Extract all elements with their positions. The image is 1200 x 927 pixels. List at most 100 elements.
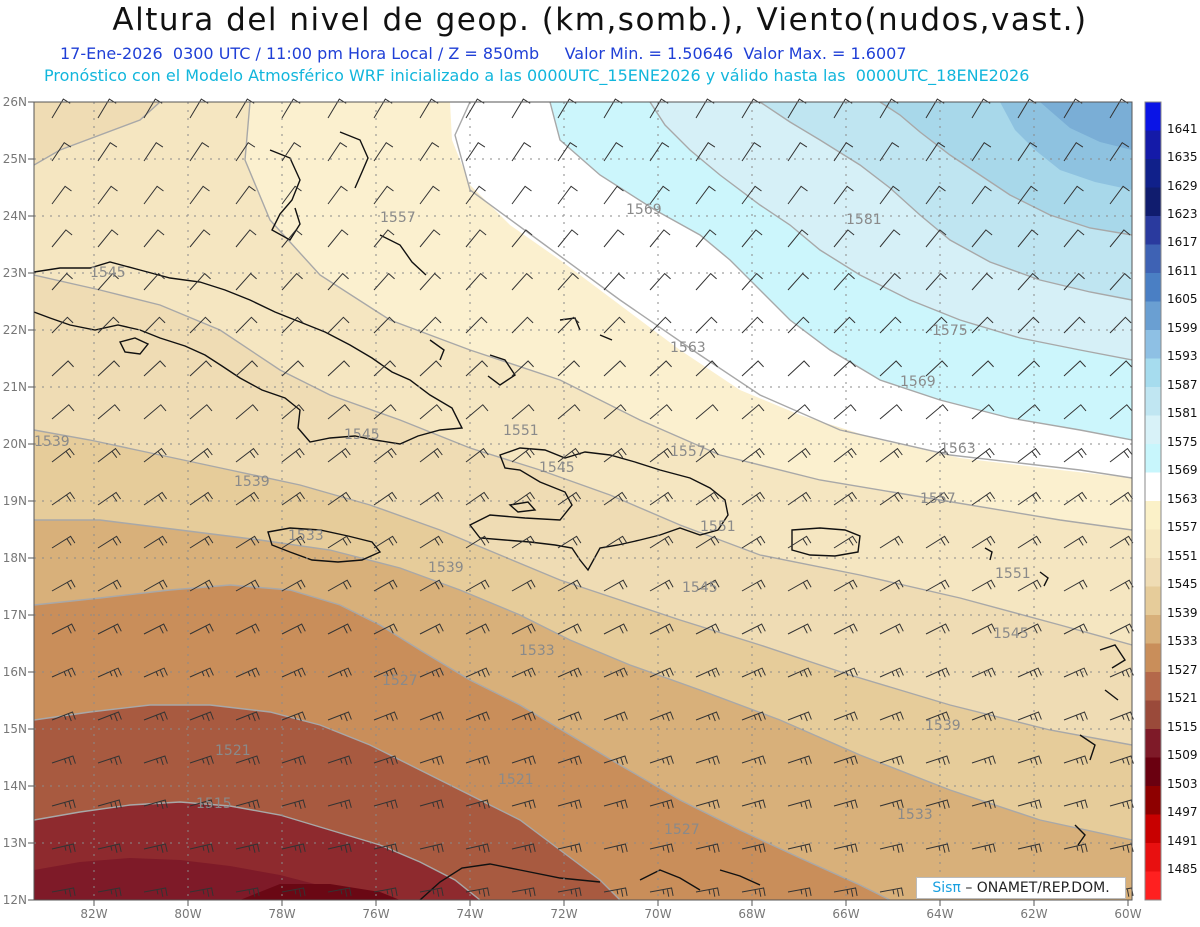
colorbar-swatch	[1145, 615, 1161, 644]
wind-barb	[971, 623, 996, 635]
wind-barb	[1063, 491, 1088, 506]
contour-label: 1545	[682, 580, 718, 596]
wind-barb	[557, 799, 582, 810]
wind-barb	[879, 843, 904, 853]
wind-barb	[787, 711, 812, 722]
wind-barb	[925, 799, 950, 810]
wind-barb	[1017, 404, 1041, 420]
wind-barb	[557, 535, 582, 549]
colorbar-label: 1635	[1167, 150, 1198, 164]
lat-label: 13N	[3, 836, 27, 850]
colorbar-label: 1611	[1167, 264, 1198, 278]
lon-label: 60W	[1114, 907, 1141, 921]
wind-barb	[235, 404, 259, 420]
wind-barb	[649, 711, 674, 722]
wind-barb	[189, 229, 211, 248]
wind-barb	[695, 142, 716, 162]
lon-label: 70W	[644, 907, 671, 921]
wind-barb	[97, 185, 118, 205]
wind-barb	[741, 404, 765, 420]
wind-barb	[97, 404, 121, 420]
wind-barb	[235, 799, 260, 810]
wind-barb	[327, 316, 350, 334]
wind-barb	[879, 360, 902, 377]
contour-label: 1533	[897, 807, 933, 823]
wind-barb	[143, 843, 168, 853]
lat-label: 26N	[3, 95, 27, 109]
wind-barb	[787, 360, 810, 377]
wind-barb	[143, 272, 165, 291]
wind-barb	[51, 142, 72, 162]
wind-barb	[189, 491, 214, 506]
wind-barb	[465, 491, 490, 506]
wind-barb	[879, 316, 902, 334]
colorbar-frame	[1144, 101, 1162, 901]
wind-barb	[1017, 229, 1039, 248]
wind-barb	[603, 887, 628, 897]
wind-barb	[373, 142, 394, 162]
wind-barb	[511, 491, 536, 506]
lat-label: 12N	[3, 893, 27, 907]
wind-barb	[603, 579, 628, 592]
wind-barb	[557, 667, 582, 678]
wind-barb	[741, 447, 765, 463]
wind-barb	[1017, 360, 1040, 377]
wind-barb	[787, 142, 808, 162]
wind-barb	[373, 185, 394, 205]
wind-barb	[465, 667, 490, 678]
wind-barb	[741, 667, 766, 678]
wind-barb	[649, 843, 674, 853]
wind-barb	[465, 843, 490, 853]
wind-barb	[189, 142, 210, 162]
wind-barb	[419, 535, 444, 549]
colorbar-label: 1491	[1167, 834, 1198, 848]
wind-barb	[741, 579, 766, 592]
wind-barb	[419, 404, 443, 420]
wind-barb	[649, 755, 674, 766]
wind-barb	[649, 229, 671, 248]
wind-barb	[1017, 272, 1039, 291]
wind-barb	[373, 843, 398, 853]
wind-barb	[189, 799, 214, 810]
wind-barb	[741, 185, 762, 205]
wind-barb	[189, 711, 214, 722]
sispi-logo: Sisπ	[932, 880, 961, 896]
wind-barb	[833, 447, 857, 463]
colorbar-label: 1545	[1167, 577, 1198, 591]
forecast-valid-time: 17-Ene-2026 0300 UTC / 11:00 pm Hora Loc…	[60, 44, 907, 63]
wind-barb	[1017, 447, 1041, 463]
wind-barb	[189, 623, 214, 635]
wind-barb	[603, 316, 626, 334]
wind-barb	[879, 404, 903, 420]
wind-barb	[189, 667, 214, 678]
credit-box: Sisπ – ONAMET/REP.DOM.	[916, 877, 1126, 899]
wind-barb	[189, 755, 214, 766]
contour-label: 1569	[900, 374, 936, 390]
wind-barb	[281, 667, 306, 678]
wind-barb	[465, 535, 490, 549]
wind-barb	[879, 447, 903, 463]
wind-barb	[419, 447, 443, 463]
wind-barb	[833, 755, 858, 766]
wind-barb	[1109, 142, 1130, 162]
wind-barb	[1017, 755, 1042, 766]
colorbar-swatch	[1145, 814, 1161, 844]
contour-label: 1545	[539, 460, 575, 476]
wind-barb	[419, 142, 440, 162]
wind-barb	[419, 229, 441, 248]
colorbar-label: 1527	[1167, 663, 1198, 677]
wind-barb	[741, 142, 762, 162]
colorbar-swatch	[1145, 387, 1161, 416]
wind-barb	[143, 623, 168, 635]
wind-barb	[327, 579, 352, 592]
wind-barb	[465, 316, 488, 334]
colorbar-label: 1599	[1167, 321, 1198, 335]
wind-barb	[465, 755, 490, 766]
wind-barb	[419, 843, 444, 853]
wind-barb	[1063, 711, 1088, 722]
wind-barb	[327, 623, 352, 635]
wind-barb	[373, 316, 396, 334]
wind-barb	[235, 360, 258, 377]
wind-barb	[1109, 316, 1132, 334]
colorbar-label: 1551	[1167, 549, 1198, 563]
